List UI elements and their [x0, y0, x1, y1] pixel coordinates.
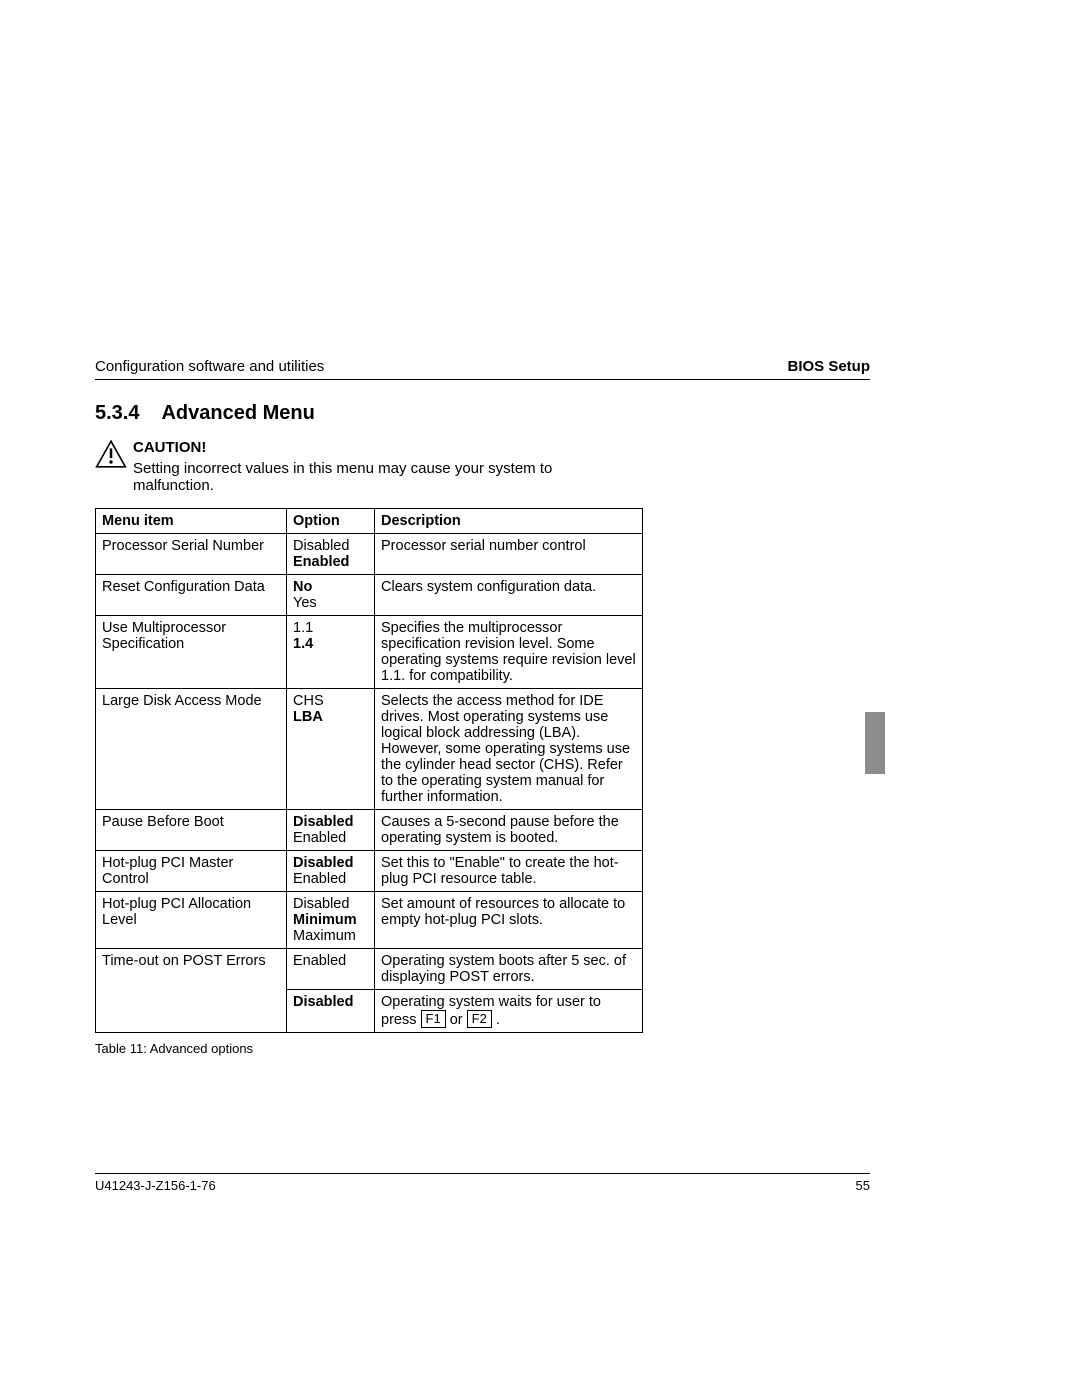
cell-description: Set this to "Enable" to create the hot-p…	[375, 851, 643, 892]
cell-menu: Reset Configuration Data	[96, 575, 287, 616]
table-row: Hot-plug PCI Master ControlDisabledEnabl…	[96, 851, 643, 892]
cell-option: 1.11.4	[287, 616, 375, 689]
th-menu: Menu item	[96, 509, 287, 534]
cell-description: Specifies the multiprocessor specificati…	[375, 616, 643, 689]
table-caption: Table 11: Advanced options	[95, 1041, 870, 1056]
cell-menu: Hot-plug PCI Master Control	[96, 851, 287, 892]
cell-option: Disabled	[287, 990, 375, 1033]
section-heading: 5.3.4 Advanced Menu	[95, 402, 870, 425]
options-table: Menu item Option Description Processor S…	[95, 508, 643, 1033]
footer: U41243-J-Z156-1-76 55	[95, 1173, 870, 1193]
caution-title: CAUTION!	[133, 439, 593, 456]
cell-option: Enabled	[287, 949, 375, 990]
thumb-tab	[865, 712, 885, 774]
cell-option: DisabledMinimumMaximum	[287, 892, 375, 949]
cell-option: CHSLBA	[287, 689, 375, 810]
footer-right: 55	[856, 1178, 870, 1193]
table-row: Pause Before BootDisabledEnabledCauses a…	[96, 810, 643, 851]
header-right: BIOS Setup	[787, 358, 870, 375]
table-row: Large Disk Access ModeCHSLBASelects the …	[96, 689, 643, 810]
section-number: 5.3.4	[95, 402, 139, 424]
cell-menu: Pause Before Boot	[96, 810, 287, 851]
caution-text: CAUTION! Setting incorrect values in thi…	[133, 439, 593, 494]
table-row: Reset Configuration DataNoYesClears syst…	[96, 575, 643, 616]
cell-menu: Processor Serial Number	[96, 534, 287, 575]
cell-menu: Time-out on POST Errors	[96, 949, 287, 1033]
cell-description: Causes a 5-second pause before the opera…	[375, 810, 643, 851]
cell-description: Clears system configuration data.	[375, 575, 643, 616]
th-desc: Description	[375, 509, 643, 534]
section-title: Advanced Menu	[161, 402, 314, 424]
cell-description: Operating system waits for user to press…	[375, 990, 643, 1033]
page: Configuration software and utilities BIO…	[0, 0, 1080, 1397]
cell-menu: Large Disk Access Mode	[96, 689, 287, 810]
caution-body: Setting incorrect values in this menu ma…	[133, 460, 593, 494]
footer-left: U41243-J-Z156-1-76	[95, 1178, 216, 1193]
caution-icon	[95, 439, 127, 473]
table-row: Time-out on POST ErrorsEnabledOperating …	[96, 949, 643, 990]
cell-menu: Hot-plug PCI Allocation Level	[96, 892, 287, 949]
cell-description: Set amount of resources to allocate to e…	[375, 892, 643, 949]
th-option: Option	[287, 509, 375, 534]
cell-option: DisabledEnabled	[287, 851, 375, 892]
cell-description: Selects the access method for IDE drives…	[375, 689, 643, 810]
cell-option: DisabledEnabled	[287, 534, 375, 575]
table-row: Processor Serial NumberDisabledEnabledPr…	[96, 534, 643, 575]
cell-option: DisabledEnabled	[287, 810, 375, 851]
cell-description: Operating system boots after 5 sec. of d…	[375, 949, 643, 990]
table-row: Hot-plug PCI Allocation LevelDisabledMin…	[96, 892, 643, 949]
cell-option: NoYes	[287, 575, 375, 616]
header-left: Configuration software and utilities	[95, 358, 324, 375]
table-row: Use Multiprocessor Specification1.11.4Sp…	[96, 616, 643, 689]
cell-menu: Use Multiprocessor Specification	[96, 616, 287, 689]
cell-description: Processor serial number control	[375, 534, 643, 575]
table-header-row: Menu item Option Description	[96, 509, 643, 534]
running-header: Configuration software and utilities BIO…	[95, 358, 870, 380]
caution-block: CAUTION! Setting incorrect values in thi…	[95, 439, 870, 494]
